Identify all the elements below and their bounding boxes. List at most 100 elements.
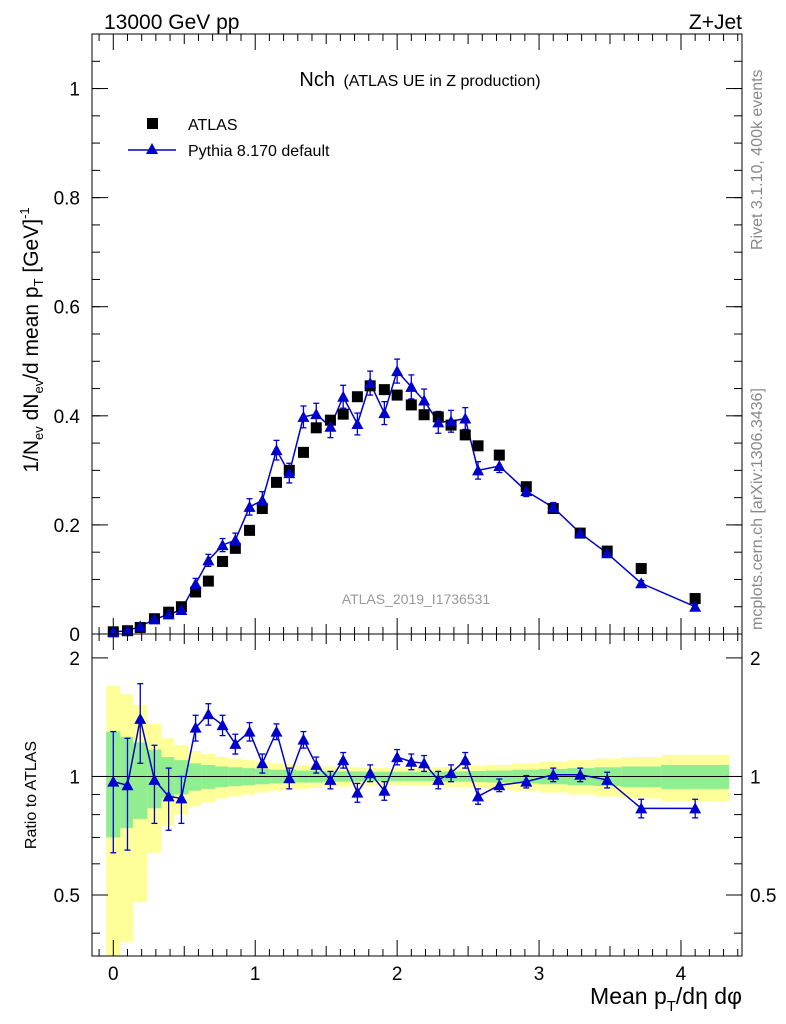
pythia-ratio-point <box>364 767 377 779</box>
atlas-data-point <box>493 449 505 461</box>
pythia-ratio-point <box>121 779 134 791</box>
pythia-ratio-point <box>243 725 256 737</box>
x-tick-label: 0 <box>108 964 119 985</box>
pythia-data-point <box>256 494 269 506</box>
pythia-data-point <box>601 547 614 559</box>
ratio-x-ticks <box>98 634 739 956</box>
main-y-tick-label: 0.8 <box>54 189 80 210</box>
pythia-ratio-point <box>391 751 404 763</box>
rivet-version-label: Rivet 3.1.10, 400k events <box>749 69 766 250</box>
header-process-label: Z+Jet <box>689 11 742 34</box>
atlas-data-point <box>378 384 390 396</box>
pythia-ratio-point <box>297 733 310 745</box>
main-y-tick-label: 0 <box>69 625 80 646</box>
ratio-y-tick-label: 0.5 <box>54 886 80 907</box>
atlas-data-point <box>190 586 202 598</box>
pythia-data-point <box>283 467 296 479</box>
pythia-data-point <box>520 485 533 497</box>
pythia-ratio-point <box>635 802 648 814</box>
pythia-ratio-point <box>445 767 458 779</box>
pythia-ratio-point <box>547 768 560 780</box>
pythia-ratio-point <box>148 773 161 785</box>
pythia-markers <box>107 365 702 637</box>
atlas-data-point <box>324 414 336 426</box>
pythia-data-point <box>243 500 256 512</box>
legend-pythia-label: Pythia 8.170 default <box>188 143 330 160</box>
pythia-data-point <box>148 613 161 625</box>
pythia-ratio-markers <box>107 708 702 814</box>
pythia-ratio-point <box>270 725 283 737</box>
ratio-y-tick-label-right: 0.5 <box>750 886 776 907</box>
pythia-ratio-point <box>432 773 445 785</box>
pythia-data-point <box>134 620 147 632</box>
header-energy-label: 13000 GeV pp <box>104 11 239 34</box>
pythia-data-point <box>229 534 242 546</box>
pythia-ratio-point <box>472 790 485 802</box>
chart-title-main: Nch <box>299 69 335 91</box>
atlas-data-point <box>635 563 647 575</box>
pythia-ratio-point <box>134 712 147 724</box>
atlas-data-point <box>391 389 403 401</box>
atlas-data-point <box>297 446 309 458</box>
pythia-data-point <box>493 460 506 471</box>
x-tick-labels: 0 1 2 3 4 <box>108 964 687 985</box>
ratio-y-axis-label: Ratio to ATLAS <box>23 741 40 849</box>
pythia-ratio-point <box>162 790 175 802</box>
pythia-ratio-point <box>202 708 215 720</box>
pythia-ratio-point <box>574 768 587 780</box>
chart-title: Nch (ATLAS UE in Z production) <box>299 69 540 91</box>
pythia-data-point <box>310 408 323 420</box>
pythia-data-point <box>364 377 377 389</box>
ratio-uncertainty-bands <box>106 685 730 956</box>
x-tick-label: 2 <box>392 964 403 985</box>
pythia-ratio-point <box>175 792 188 804</box>
pythia-ratio-point <box>310 758 323 770</box>
pythia-data-point <box>175 604 188 615</box>
stat-uncertainty-band <box>133 742 148 819</box>
pythia-data-point <box>324 420 337 432</box>
stat-uncertainty-band <box>161 757 175 799</box>
pythia-ratio-point <box>229 737 242 749</box>
ratio-y-tick-label: 2 <box>69 649 80 670</box>
atlas-data-point <box>337 408 349 420</box>
x-tick-label: 1 <box>250 964 261 985</box>
pythia-data-point <box>574 527 587 539</box>
atlas-data-point <box>405 399 417 411</box>
atlas-data-point <box>472 440 484 452</box>
legend-atlas-label: ATLAS <box>188 117 238 134</box>
main-y-tick-label: 0.4 <box>54 407 81 428</box>
atlas-data-point <box>459 429 471 441</box>
pythia-data-point <box>297 410 310 422</box>
ratio-y-tick-label-right: 1 <box>750 767 761 788</box>
atlas-data-point <box>689 593 701 605</box>
pythia-ratio-point <box>418 757 431 769</box>
main-y-ticks: 0 0.2 0.4 0.6 0.8 1 <box>54 33 742 646</box>
x-axis-label: Mean pT/dη dφ <box>590 983 742 1015</box>
atlas-data-point <box>229 542 241 554</box>
pythia-data-point <box>337 390 350 402</box>
legend-atlas-marker <box>147 118 158 129</box>
ratio-frame <box>91 633 743 957</box>
chart-subtitle: (ATLAS UE in Z production) <box>343 73 540 90</box>
x-tick-label: 4 <box>676 964 687 985</box>
pythia-data-point <box>351 418 364 429</box>
pythia-data-point <box>405 380 418 392</box>
pythia-ratio-point <box>520 775 533 787</box>
mcplots-source-label: mcplots.cern.ch [arXiv:1306.3436] <box>749 388 766 630</box>
pythia-data-point <box>418 394 431 406</box>
pythia-ratio-point <box>337 754 350 766</box>
pythia-data-point <box>270 444 283 456</box>
pythia-data-point <box>202 554 215 566</box>
pythia-ratio-point <box>107 775 120 787</box>
main-y-tick-label: 0.2 <box>54 516 80 537</box>
main-panel: 0 0.2 0.4 0.6 0.8 1 Nch (ATLAS UE in Z produc… <box>17 33 743 646</box>
legend-pythia-marker <box>146 143 158 154</box>
legend: ATLAS Pythia 8.170 default <box>128 117 330 160</box>
pythia-ratio-point <box>256 757 269 769</box>
atlas-data-point <box>270 476 282 488</box>
pythia-ratio-point <box>283 772 296 784</box>
pythia-data-point <box>378 407 391 419</box>
pythia-data-point <box>547 501 560 513</box>
ratio-y-tick-label-right: 2 <box>750 649 761 670</box>
